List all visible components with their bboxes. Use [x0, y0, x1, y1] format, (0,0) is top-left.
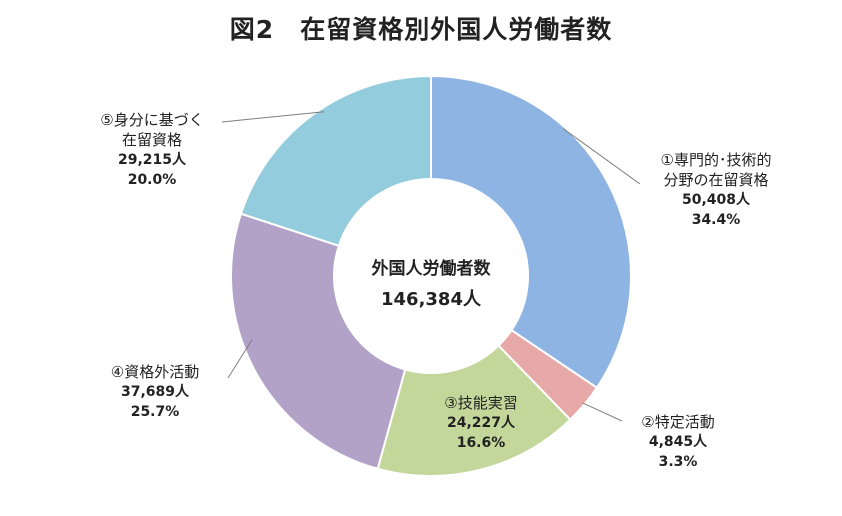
center-label: 外国人労働者数 146,384人	[331, 254, 531, 311]
slice-label-4-line-0: ⑤身分に基づく	[100, 111, 204, 129]
slice-label-0-line-1: 分野の在留資格	[663, 171, 769, 189]
slice-percent-1: 3.3%	[658, 454, 698, 470]
slice-label-3: ④資格外活動 37,689人 25.7%	[80, 362, 230, 422]
slice-label-1: ②特定活動 4,845人 3.3%	[608, 412, 748, 472]
leader-line-1	[582, 402, 623, 422]
slice-value-3: 37,689人	[120, 384, 190, 400]
slice-2	[376, 344, 572, 477]
slice-label-1-line-0: ②特定活動	[641, 413, 715, 431]
slice-label-3-line-0: ④資格外活動	[110, 363, 200, 381]
slice-value-2: 24,227人	[446, 415, 516, 431]
slice-3	[230, 212, 407, 470]
slice-label-4-line-1: 在留資格	[121, 131, 182, 149]
slice-label-0: ①専門的･技術的 分野の在留資格 50,408人 34.4%	[626, 150, 806, 230]
leader-line-3	[221, 111, 325, 123]
slice-percent-3: 25.7%	[130, 404, 180, 420]
chart-title: 図2 在留資格別外国人労働者数	[229, 15, 613, 44]
slice-value-1: 4,845人	[648, 434, 708, 450]
slice-label-0-line-0: ①専門的･技術的	[660, 151, 772, 169]
slice-4	[239, 74, 432, 248]
slice-percent-0: 34.4%	[691, 212, 741, 228]
center-title: 外国人労働者数	[371, 259, 491, 279]
slice-0	[430, 74, 632, 390]
slice-value-0: 50,408人	[681, 192, 751, 208]
slice-value-4: 29,215人	[117, 152, 187, 168]
leader-line-0	[563, 128, 641, 185]
center-total: 146,384人	[381, 289, 481, 310]
slice-percent-4: 20.0%	[127, 172, 177, 188]
leader-line-2	[227, 339, 253, 379]
slice-label-2-line-0: ③技能実習	[444, 394, 518, 412]
slice-percent-2: 16.6%	[456, 435, 506, 451]
slice-label-4: ⑤身分に基づく 在留資格 29,215人 20.0%	[72, 110, 232, 190]
slice-label-2: ③技能実習 24,227人 16.6%	[411, 393, 551, 453]
